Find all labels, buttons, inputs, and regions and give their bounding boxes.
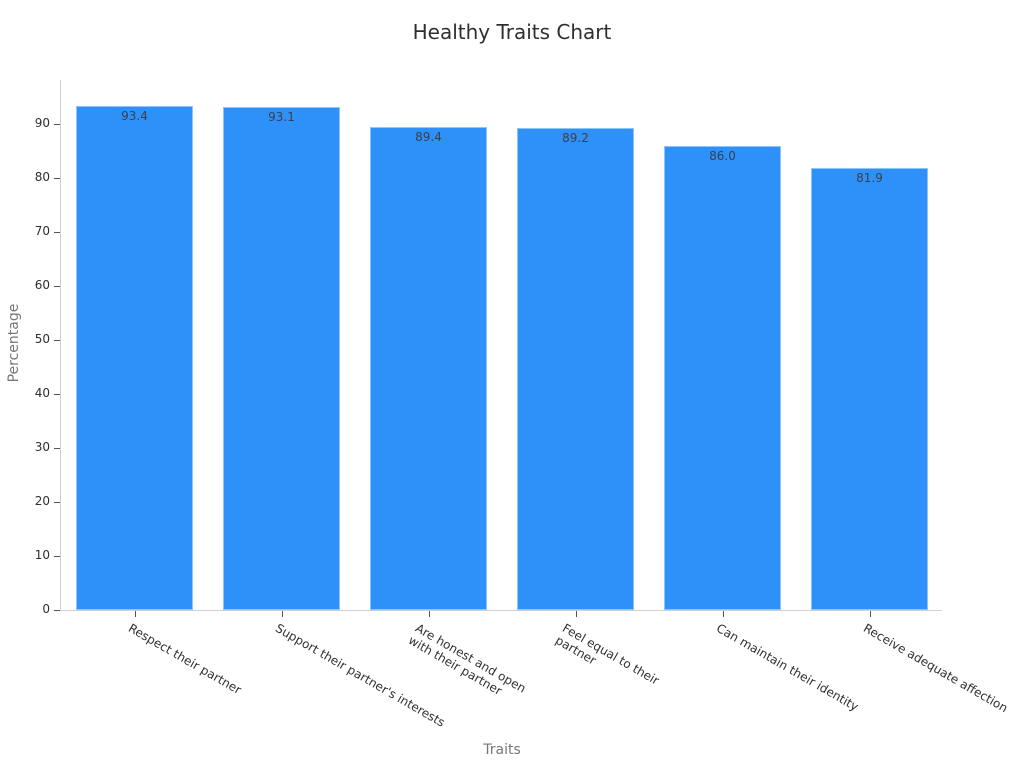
x-tick-label: Feel equal to their partner [552, 621, 661, 688]
y-tick [54, 502, 60, 503]
y-tick [54, 286, 60, 287]
bar-value-label: 93.1 [268, 110, 295, 125]
bar[interactable] [76, 105, 193, 610]
y-axis-line [60, 80, 61, 611]
x-tick [134, 611, 136, 617]
bar[interactable] [811, 167, 928, 610]
bar-value-label: 89.4 [415, 130, 442, 145]
y-tick [54, 394, 60, 395]
bar-value-label: 89.2 [562, 131, 589, 146]
y-tick-label: 90 [34, 116, 50, 130]
x-tick-label: Receive adequate affection [860, 621, 1010, 716]
y-tick [54, 178, 60, 179]
x-axis-line [60, 610, 942, 611]
bar-value-label: 93.4 [121, 108, 148, 123]
x-tick [722, 611, 724, 617]
y-tick [54, 124, 60, 125]
y-tick-label: 50 [34, 332, 50, 346]
x-tick-label: Respect their partner [125, 621, 244, 698]
chart-title: Healthy Traits Chart [412, 20, 612, 44]
x-tick-label: Are honest and open with their partner [405, 621, 528, 699]
y-tick-label: 30 [34, 440, 50, 454]
y-tick [54, 556, 60, 557]
y-tick [54, 340, 60, 341]
y-tick [54, 448, 60, 449]
y-tick-label: 70 [34, 224, 50, 238]
bar[interactable] [664, 145, 781, 610]
bar[interactable] [223, 107, 340, 610]
y-tick-label: 10 [34, 548, 50, 562]
bar[interactable] [370, 127, 487, 610]
y-tick-label: 80 [34, 170, 50, 184]
y-tick [54, 232, 60, 233]
y-tick-label: 40 [34, 386, 50, 400]
x-tick [575, 611, 577, 617]
y-tick [54, 610, 60, 611]
x-tick [281, 611, 283, 617]
x-tick [428, 611, 430, 617]
x-axis-label: Traits [483, 742, 521, 758]
bar-value-label: 81.9 [856, 170, 883, 185]
bar[interactable] [517, 128, 634, 610]
bar-value-label: 86.0 [709, 148, 736, 163]
y-tick-label: 0 [42, 602, 50, 616]
y-tick-label: 20 [34, 494, 50, 508]
y-tick-label: 60 [34, 278, 50, 292]
x-tick-label: Can maintain their identity [713, 621, 861, 714]
x-tick [869, 611, 871, 617]
